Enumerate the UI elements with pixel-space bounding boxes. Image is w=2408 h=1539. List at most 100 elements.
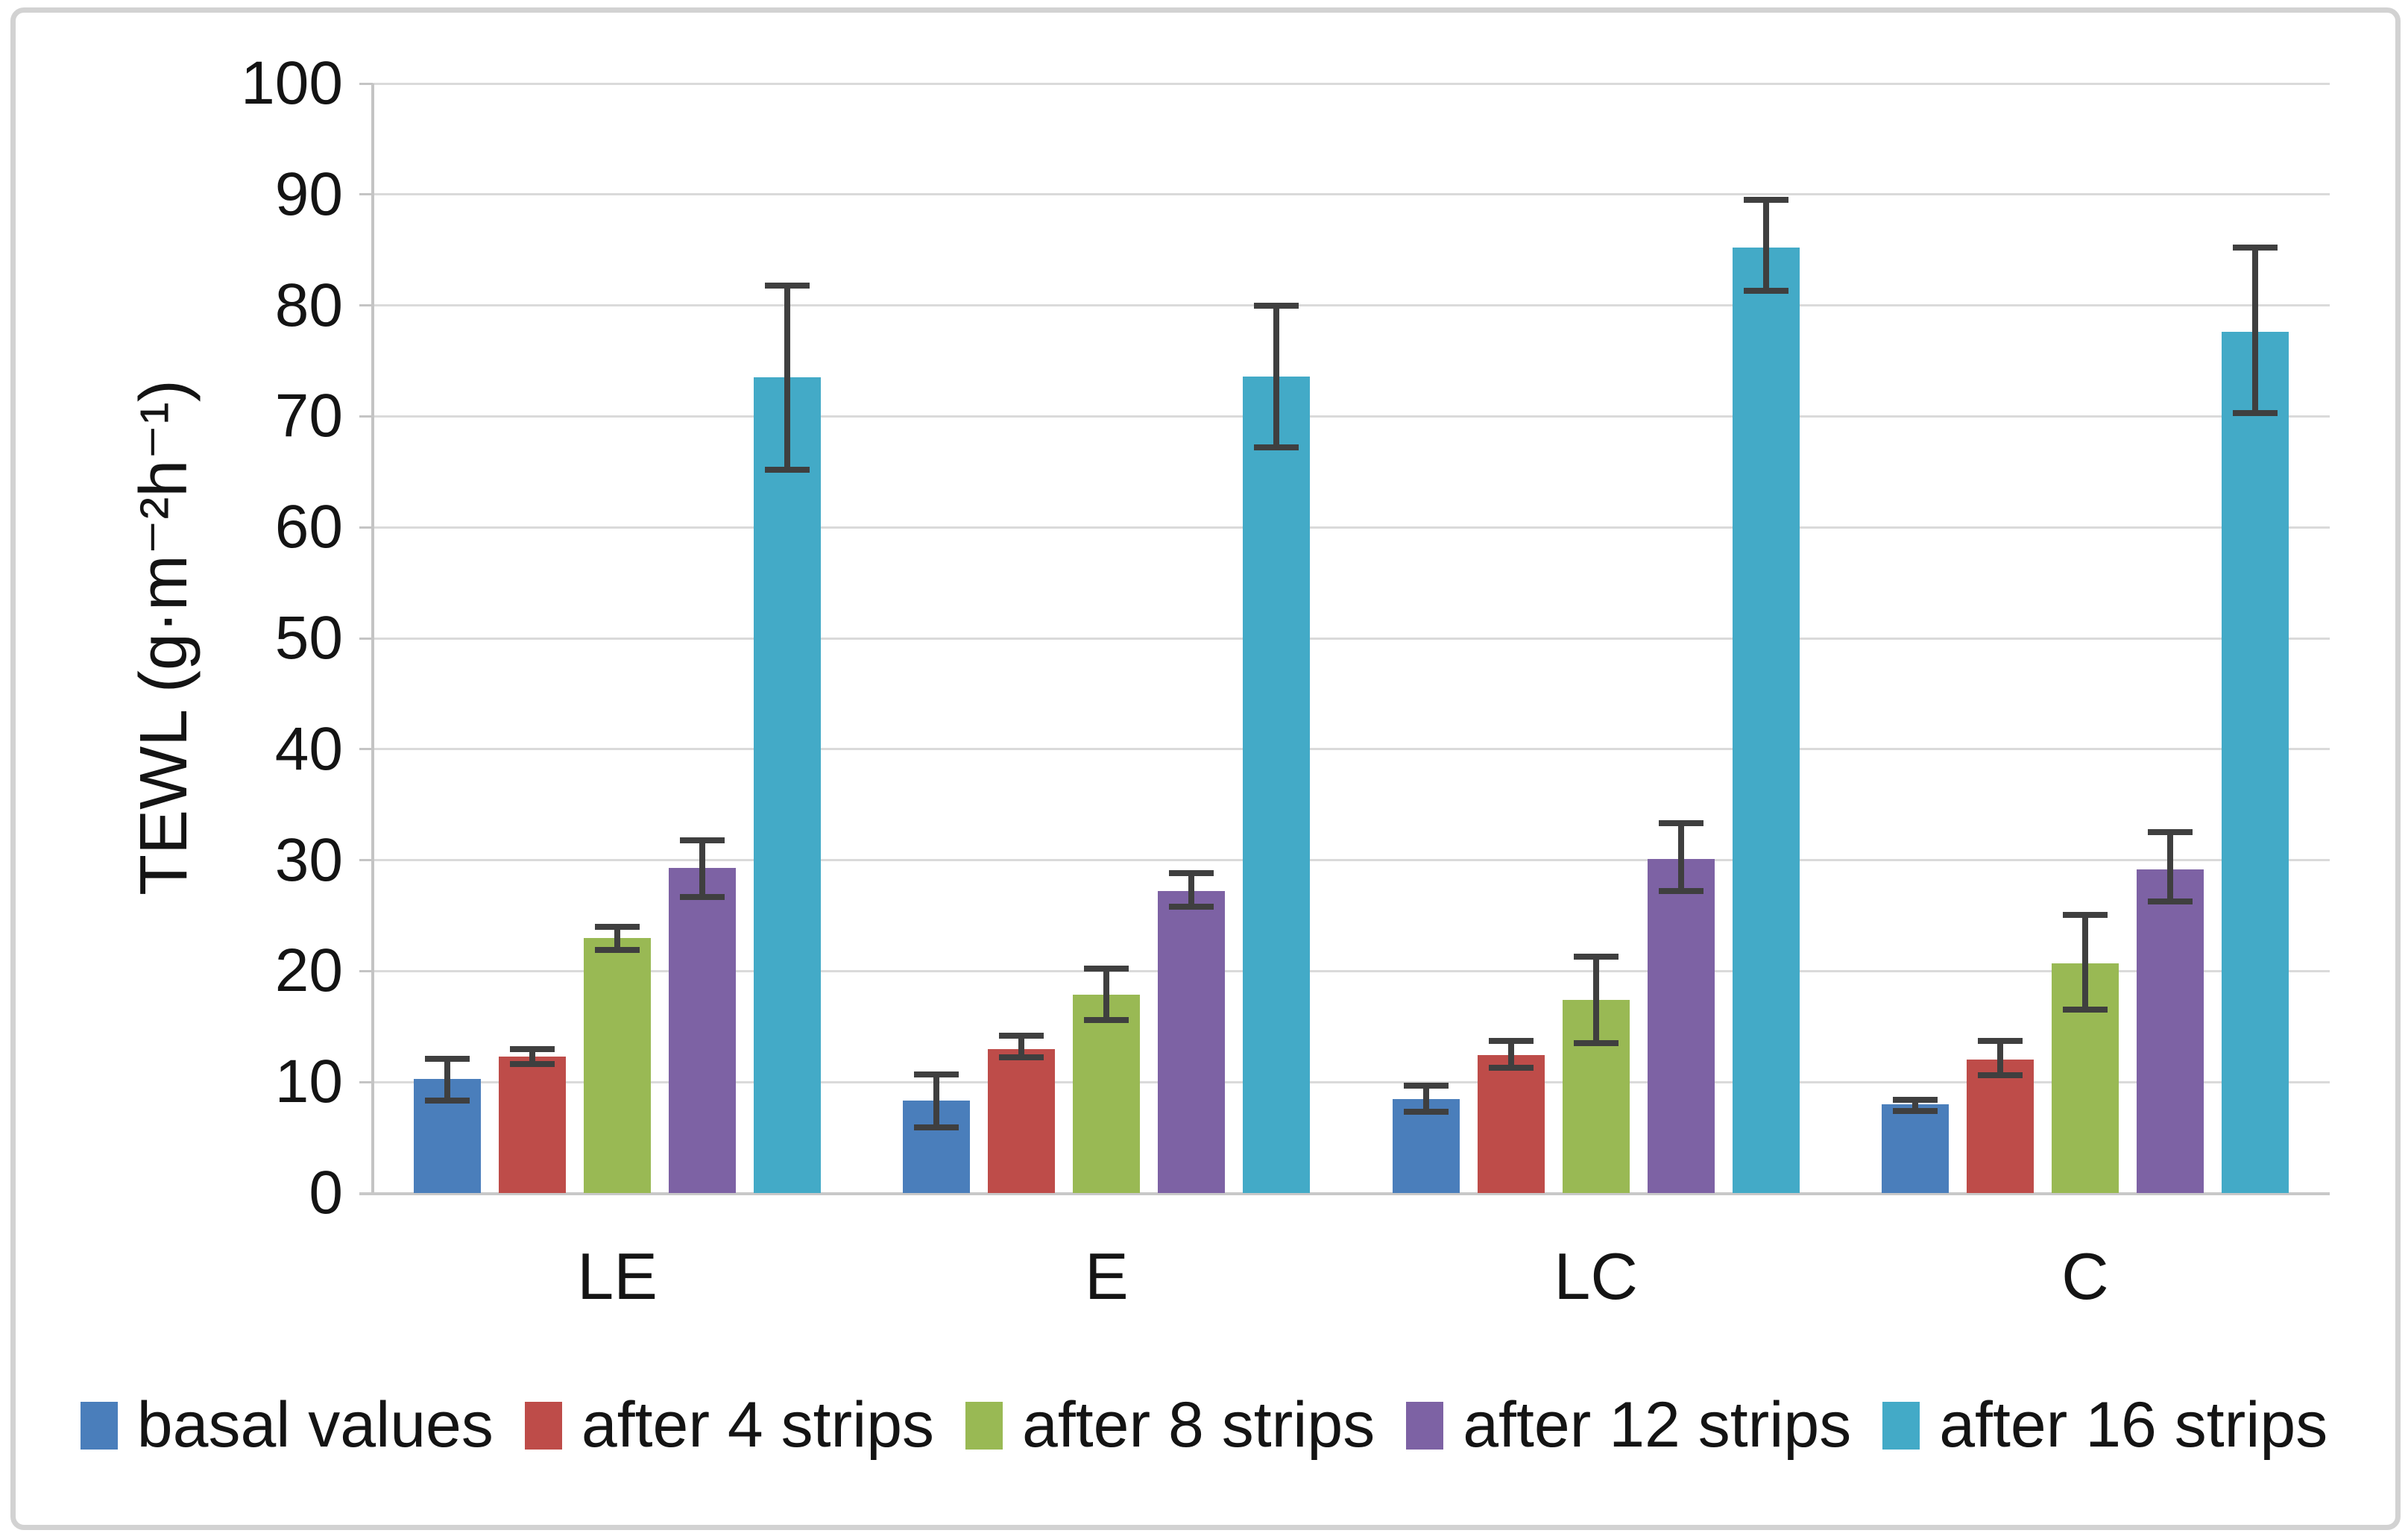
error-bar-cap-bottom — [680, 893, 725, 900]
gridline — [373, 637, 2330, 640]
gridline — [373, 859, 2330, 862]
error-bar — [699, 840, 706, 897]
bar — [1477, 1055, 1545, 1193]
legend-label: after 4 strips — [581, 1389, 935, 1461]
error-bar — [1422, 1085, 1429, 1112]
error-bar — [784, 285, 791, 470]
error-bar-cap-top — [2147, 829, 2193, 836]
bar — [1732, 248, 1800, 1193]
error-bar-cap-bottom — [914, 1124, 959, 1131]
y-axis-line — [371, 84, 374, 1193]
legend-swatch — [965, 1401, 1003, 1450]
error-bar-cap-bottom — [510, 1061, 555, 1068]
error-bar-cap-top — [2232, 245, 2278, 251]
bar — [754, 377, 822, 1193]
y-axis-tick — [359, 859, 373, 862]
bar — [669, 868, 737, 1193]
error-bar — [614, 926, 621, 951]
legend: basal values after 4 strips after 8 strips… — [0, 1388, 2408, 1462]
error-bar-cap-bottom — [1573, 1040, 1619, 1047]
y-axis-tick — [359, 82, 373, 85]
error-bar — [1103, 969, 1110, 1020]
bar — [2136, 869, 2204, 1193]
y-tick-label: 60 — [274, 493, 343, 561]
bar — [1243, 376, 1311, 1193]
legend-label: after 12 strips — [1463, 1389, 1852, 1461]
y-axis-tick — [359, 637, 373, 640]
bar — [584, 937, 652, 1193]
error-bar — [1762, 200, 1769, 292]
gridline — [373, 304, 2330, 307]
y-axis-tick — [359, 526, 373, 529]
x-category-label: E — [1085, 1239, 1129, 1313]
bar — [1073, 994, 1141, 1193]
error-bar-cap-bottom — [1892, 1107, 1938, 1114]
error-bar-cap-top — [1403, 1082, 1449, 1089]
error-bar — [1592, 957, 1599, 1044]
legend-item: after 16 strips — [1882, 1388, 2327, 1462]
error-bar-cap-bottom — [2062, 1007, 2108, 1013]
error-bar — [1018, 1035, 1025, 1058]
x-category-label: LC — [1554, 1239, 1638, 1313]
bar — [1881, 1104, 1949, 1193]
error-bar-cap-top — [680, 837, 725, 843]
error-bar-cap-bottom — [595, 947, 640, 954]
gridline — [373, 415, 2330, 418]
error-bar — [2081, 914, 2088, 1010]
error-bar-cap-bottom — [765, 466, 810, 473]
x-category-label: LE — [577, 1239, 658, 1313]
error-bar-cap-top — [425, 1055, 470, 1062]
error-bar-cap-bottom — [1658, 888, 1703, 895]
error-bar-cap-bottom — [1977, 1072, 2023, 1079]
bar — [2221, 332, 2289, 1193]
error-bar — [933, 1074, 940, 1128]
bar — [988, 1048, 1056, 1193]
error-bar-cap-bottom — [1084, 1016, 1129, 1023]
error-bar-cap-top — [999, 1032, 1044, 1039]
legend-swatch — [1882, 1401, 1920, 1450]
error-bar-cap-top — [1743, 197, 1788, 204]
x-category-label: C — [2061, 1239, 2109, 1313]
error-bar — [2251, 248, 2258, 413]
y-tick-label: 50 — [274, 604, 343, 672]
gridline — [373, 1080, 2330, 1083]
error-bar — [1911, 1100, 1918, 1111]
gridline — [373, 748, 2330, 751]
error-bar-cap-top — [510, 1045, 555, 1052]
y-tick-label: 80 — [274, 271, 343, 339]
error-bar-cap-bottom — [425, 1098, 470, 1104]
bar — [1966, 1060, 2034, 1193]
error-bar — [1996, 1041, 2003, 1076]
y-axis-tick — [359, 415, 373, 418]
y-axis-tick — [359, 193, 373, 196]
error-bar-cap-top — [1254, 302, 1299, 309]
bar — [1158, 891, 1226, 1193]
error-bar-cap-bottom — [1169, 904, 1214, 910]
legend-item: after 4 strips — [524, 1388, 935, 1462]
error-bar-cap-top — [1977, 1038, 2023, 1045]
y-tick-label: 40 — [274, 714, 343, 783]
error-bar-cap-top — [1658, 820, 1703, 827]
error-bar-cap-top — [1488, 1038, 1534, 1045]
x-axis-line — [359, 1192, 2330, 1195]
gridline — [373, 193, 2330, 196]
bar — [1647, 859, 1715, 1193]
legend-label: basal values — [136, 1389, 494, 1461]
legend-swatch — [1406, 1401, 1444, 1450]
error-bar-cap-top — [595, 923, 640, 930]
legend-swatch — [80, 1401, 118, 1450]
error-bar — [1507, 1041, 1514, 1068]
error-bar — [444, 1058, 451, 1101]
error-bar-cap-bottom — [999, 1054, 1044, 1061]
legend-item: after 12 strips — [1406, 1388, 1851, 1462]
error-bar — [2166, 832, 2173, 901]
error-bar-cap-bottom — [2232, 409, 2278, 416]
error-bar-cap-top — [1084, 966, 1129, 972]
error-bar — [529, 1048, 536, 1065]
legend-label: after 8 strips — [1022, 1389, 1375, 1461]
y-tick-label: 0 — [309, 1159, 343, 1227]
error-bar — [1188, 873, 1195, 907]
error-bar — [1677, 823, 1684, 892]
error-bar-cap-top — [2062, 911, 2108, 918]
error-bar-cap-top — [1892, 1097, 1938, 1103]
